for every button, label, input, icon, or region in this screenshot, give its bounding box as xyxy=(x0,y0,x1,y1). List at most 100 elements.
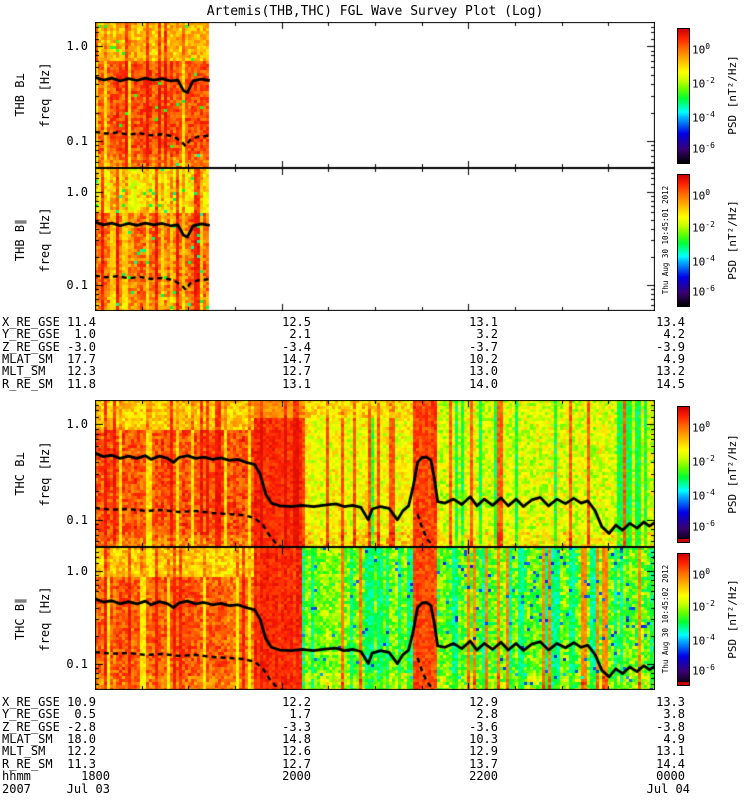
y-tick-label: 1.0 xyxy=(66,563,88,578)
ephemeris-value: 4.9 xyxy=(663,732,685,747)
colorbar-tick-base: 10 xyxy=(692,521,706,535)
ephemeris-value: -3.8 xyxy=(656,719,685,734)
colorbar-tick-base: 10 xyxy=(692,664,706,678)
colorbar-tick-label: 10-4 xyxy=(692,631,715,649)
time-tick-label: 1800 xyxy=(81,769,110,784)
colorbar-tick-base: 10 xyxy=(692,421,706,435)
colorbar-tick-base: 10 xyxy=(692,601,706,615)
ephemeris-row-label: Z_RE_GSE xyxy=(2,719,60,734)
colorbar-tick-label: 10-4 xyxy=(692,252,715,270)
ephemeris-row-label: Z_RE_GSE xyxy=(2,339,60,354)
colorbar-tick-base: 10 xyxy=(692,634,706,648)
time-tick-label: 0000 xyxy=(656,769,685,784)
ephemeris-value: 3.2 xyxy=(476,327,498,342)
date-label: Jul 03 xyxy=(66,781,110,796)
ephemeris-row-label: X_RE_GSE xyxy=(2,695,60,709)
ephemeris-value: 10.2 xyxy=(469,352,498,367)
ephemeris-value: 4.2 xyxy=(663,327,685,342)
colorbar-tick-exponent: -6 xyxy=(705,662,715,672)
freq-axis-label: freq [Hz] xyxy=(38,440,52,507)
ephemeris-value: 13.3 xyxy=(656,695,685,709)
colorbar-tick-base: 10 xyxy=(692,222,706,236)
colorbar-tick-base: 10 xyxy=(692,455,706,469)
colorbar-tick-label: 10-2 xyxy=(692,452,715,470)
y-tick-label: 1.0 xyxy=(66,39,88,54)
colorbar-tick-exponent: 0 xyxy=(705,566,711,576)
colorbar-tick-base: 10 xyxy=(692,189,706,203)
ephemeris-value: 11.3 xyxy=(67,756,96,771)
ephemeris-row-label: MLT_SM xyxy=(2,744,46,759)
ephemeris-value: -3.6 xyxy=(469,719,498,734)
psd-axis-label: PSD [nT²/Hz] xyxy=(726,578,739,659)
creation-timestamp: Thu Aug 30 10:45:02 2012 xyxy=(661,564,670,673)
colorbar-tick-exponent: 0 xyxy=(705,187,711,197)
spectrogram-thc-bpar xyxy=(95,547,655,690)
colorbar-tick-exponent: -2 xyxy=(705,75,715,85)
colorbar-tick-exponent: -4 xyxy=(705,109,715,119)
colorbar-tick-base: 10 xyxy=(692,111,706,125)
time-tick-label: 2000 xyxy=(282,769,311,784)
colorbar-tick-base: 10 xyxy=(692,77,706,91)
ephemeris-row-label: MLT_SM xyxy=(2,364,46,379)
time-axis-label: hhmm xyxy=(2,769,31,784)
colorbar-tick-exponent: -2 xyxy=(705,599,715,609)
colorbar xyxy=(677,174,690,307)
colorbar xyxy=(677,28,690,164)
colorbar-tick-label: 10-2 xyxy=(692,597,715,615)
ephemeris-value: 10.9 xyxy=(67,695,96,709)
colorbar-tick-base: 10 xyxy=(692,490,706,504)
colorbar-tick-base: 10 xyxy=(692,142,706,156)
colorbar-tick-exponent: -4 xyxy=(705,253,715,263)
colorbar-tick-exponent: -6 xyxy=(705,283,715,293)
ephemeris-row-label: MLAT_SM xyxy=(2,732,53,747)
colorbar-tick-exponent: -2 xyxy=(705,454,715,463)
ephemeris-value: -3.4 xyxy=(282,339,311,354)
ephemeris-value: 12.9 xyxy=(469,744,498,759)
y-tick-label: 0.1 xyxy=(66,656,88,671)
colorbar-tick-label: 10-6 xyxy=(692,282,715,300)
colorbar-tick-base: 10 xyxy=(692,285,706,299)
ephemeris-value: 4.9 xyxy=(663,352,685,367)
panel-label: THB B∥ xyxy=(13,218,27,261)
ephemeris-value: 3.8 xyxy=(663,707,685,722)
ephemeris-value: 14.4 xyxy=(656,756,685,771)
colorbar-tick-exponent: -6 xyxy=(705,140,715,150)
ephemeris-row-label: R_RE_SM xyxy=(2,376,53,391)
ephemeris-value: 12.7 xyxy=(282,364,311,379)
ephemeris-value: 17.7 xyxy=(67,352,96,367)
psd-axis-label: PSD [nT²/Hz] xyxy=(726,55,739,135)
panel-label: THC B∥ xyxy=(13,597,27,640)
colorbar-tick-label: 10-4 xyxy=(692,486,715,504)
ephemeris-row-label: Y_RE_GSE xyxy=(2,327,60,342)
ephemeris-value: 2.1 xyxy=(289,327,311,342)
colorbar-tick-exponent: -6 xyxy=(705,519,715,529)
colorbar-tick-label: 10-6 xyxy=(692,517,715,535)
ephemeris-value: 14.0 xyxy=(469,376,498,391)
colorbar xyxy=(677,406,690,543)
ephemeris-value: 12.7 xyxy=(282,756,311,771)
ephemeris-value: 13.1 xyxy=(469,315,498,329)
colorbar-tick-label: 10-2 xyxy=(692,74,715,92)
freq-axis-label: freq [Hz] xyxy=(38,62,52,128)
ephemeris-row-label: MLAT_SM xyxy=(2,352,53,367)
ephemeris-value: 14.8 xyxy=(282,732,311,747)
ephemeris-value: 10.3 xyxy=(469,732,498,747)
ephemeris-value: 13.7 xyxy=(469,756,498,771)
colorbar-tick-exponent: -2 xyxy=(705,220,715,230)
ephemeris-row-label: R_RE_SM xyxy=(2,756,53,771)
ephemeris-value: -2.8 xyxy=(67,719,96,734)
ephemeris-value: 13.4 xyxy=(656,315,685,329)
date-label: Jul 04 xyxy=(646,781,690,796)
ephemeris-value: 12.3 xyxy=(67,364,96,379)
ephemeris-value: 12.2 xyxy=(282,695,311,709)
ephemeris-value: 1.0 xyxy=(74,327,96,342)
ephemeris-row-label: X_RE_GSE xyxy=(2,315,60,329)
ephemeris-value: 12.2 xyxy=(67,744,96,759)
creation-timestamp: Thu Aug 30 10:45:01 2012 xyxy=(661,185,670,294)
psd-axis-label: PSD [nT²/Hz] xyxy=(726,433,739,514)
colorbar-tick-label: 100 xyxy=(692,186,710,204)
y-tick-label: 0.1 xyxy=(66,134,88,149)
ephemeris-value: 11.4 xyxy=(67,315,96,329)
ephemeris-value: 13.0 xyxy=(469,364,498,379)
ephemeris-value: 12.9 xyxy=(469,695,498,709)
